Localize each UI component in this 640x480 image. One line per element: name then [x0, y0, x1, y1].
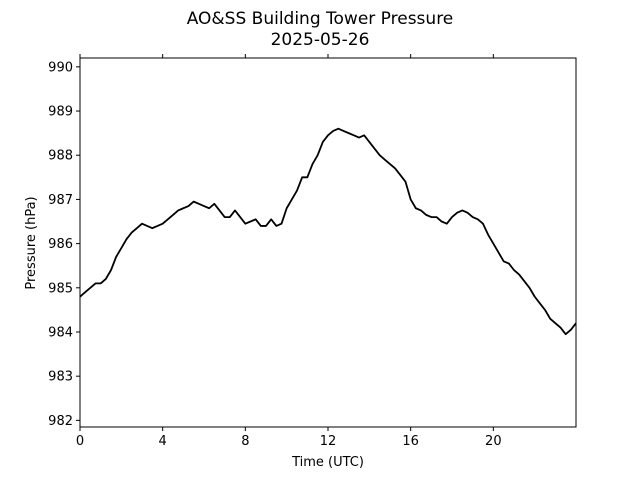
- y-axis-label: Pressure (hPa): [24, 196, 39, 289]
- x-tick-label: 16: [402, 434, 419, 449]
- x-tick-label: 8: [241, 434, 249, 449]
- axes: 0 4 8 12 16 20 982 983 984 985 986 987 988 989 990: [48, 54, 577, 449]
- plot-frame: [79, 57, 577, 428]
- series-line-0: [79, 127, 577, 336]
- x-tick-label: 20: [485, 434, 502, 449]
- y-tick-label: 984: [48, 325, 73, 340]
- x-tick-label: 12: [320, 434, 337, 449]
- y-tick-label: 987: [48, 193, 73, 208]
- x-axis-label: Time (UTC): [291, 455, 364, 470]
- y-tick-label: 985: [48, 281, 73, 296]
- chart-subtitle: 2025-05-26: [271, 30, 370, 50]
- x-tick-label: 4: [159, 434, 167, 449]
- y-tick-label: 990: [48, 60, 73, 75]
- x-tick-label: 0: [76, 434, 84, 449]
- chart-title: AO&SS Building Tower Pressure: [187, 9, 454, 29]
- plot-area: [79, 127, 577, 336]
- y-tick-label: 989: [48, 105, 73, 120]
- y-tick-label: 986: [48, 237, 73, 252]
- y-tick-label: 982: [48, 414, 73, 429]
- y-tick-label: 983: [48, 370, 73, 385]
- y-tick-label: 988: [48, 149, 73, 164]
